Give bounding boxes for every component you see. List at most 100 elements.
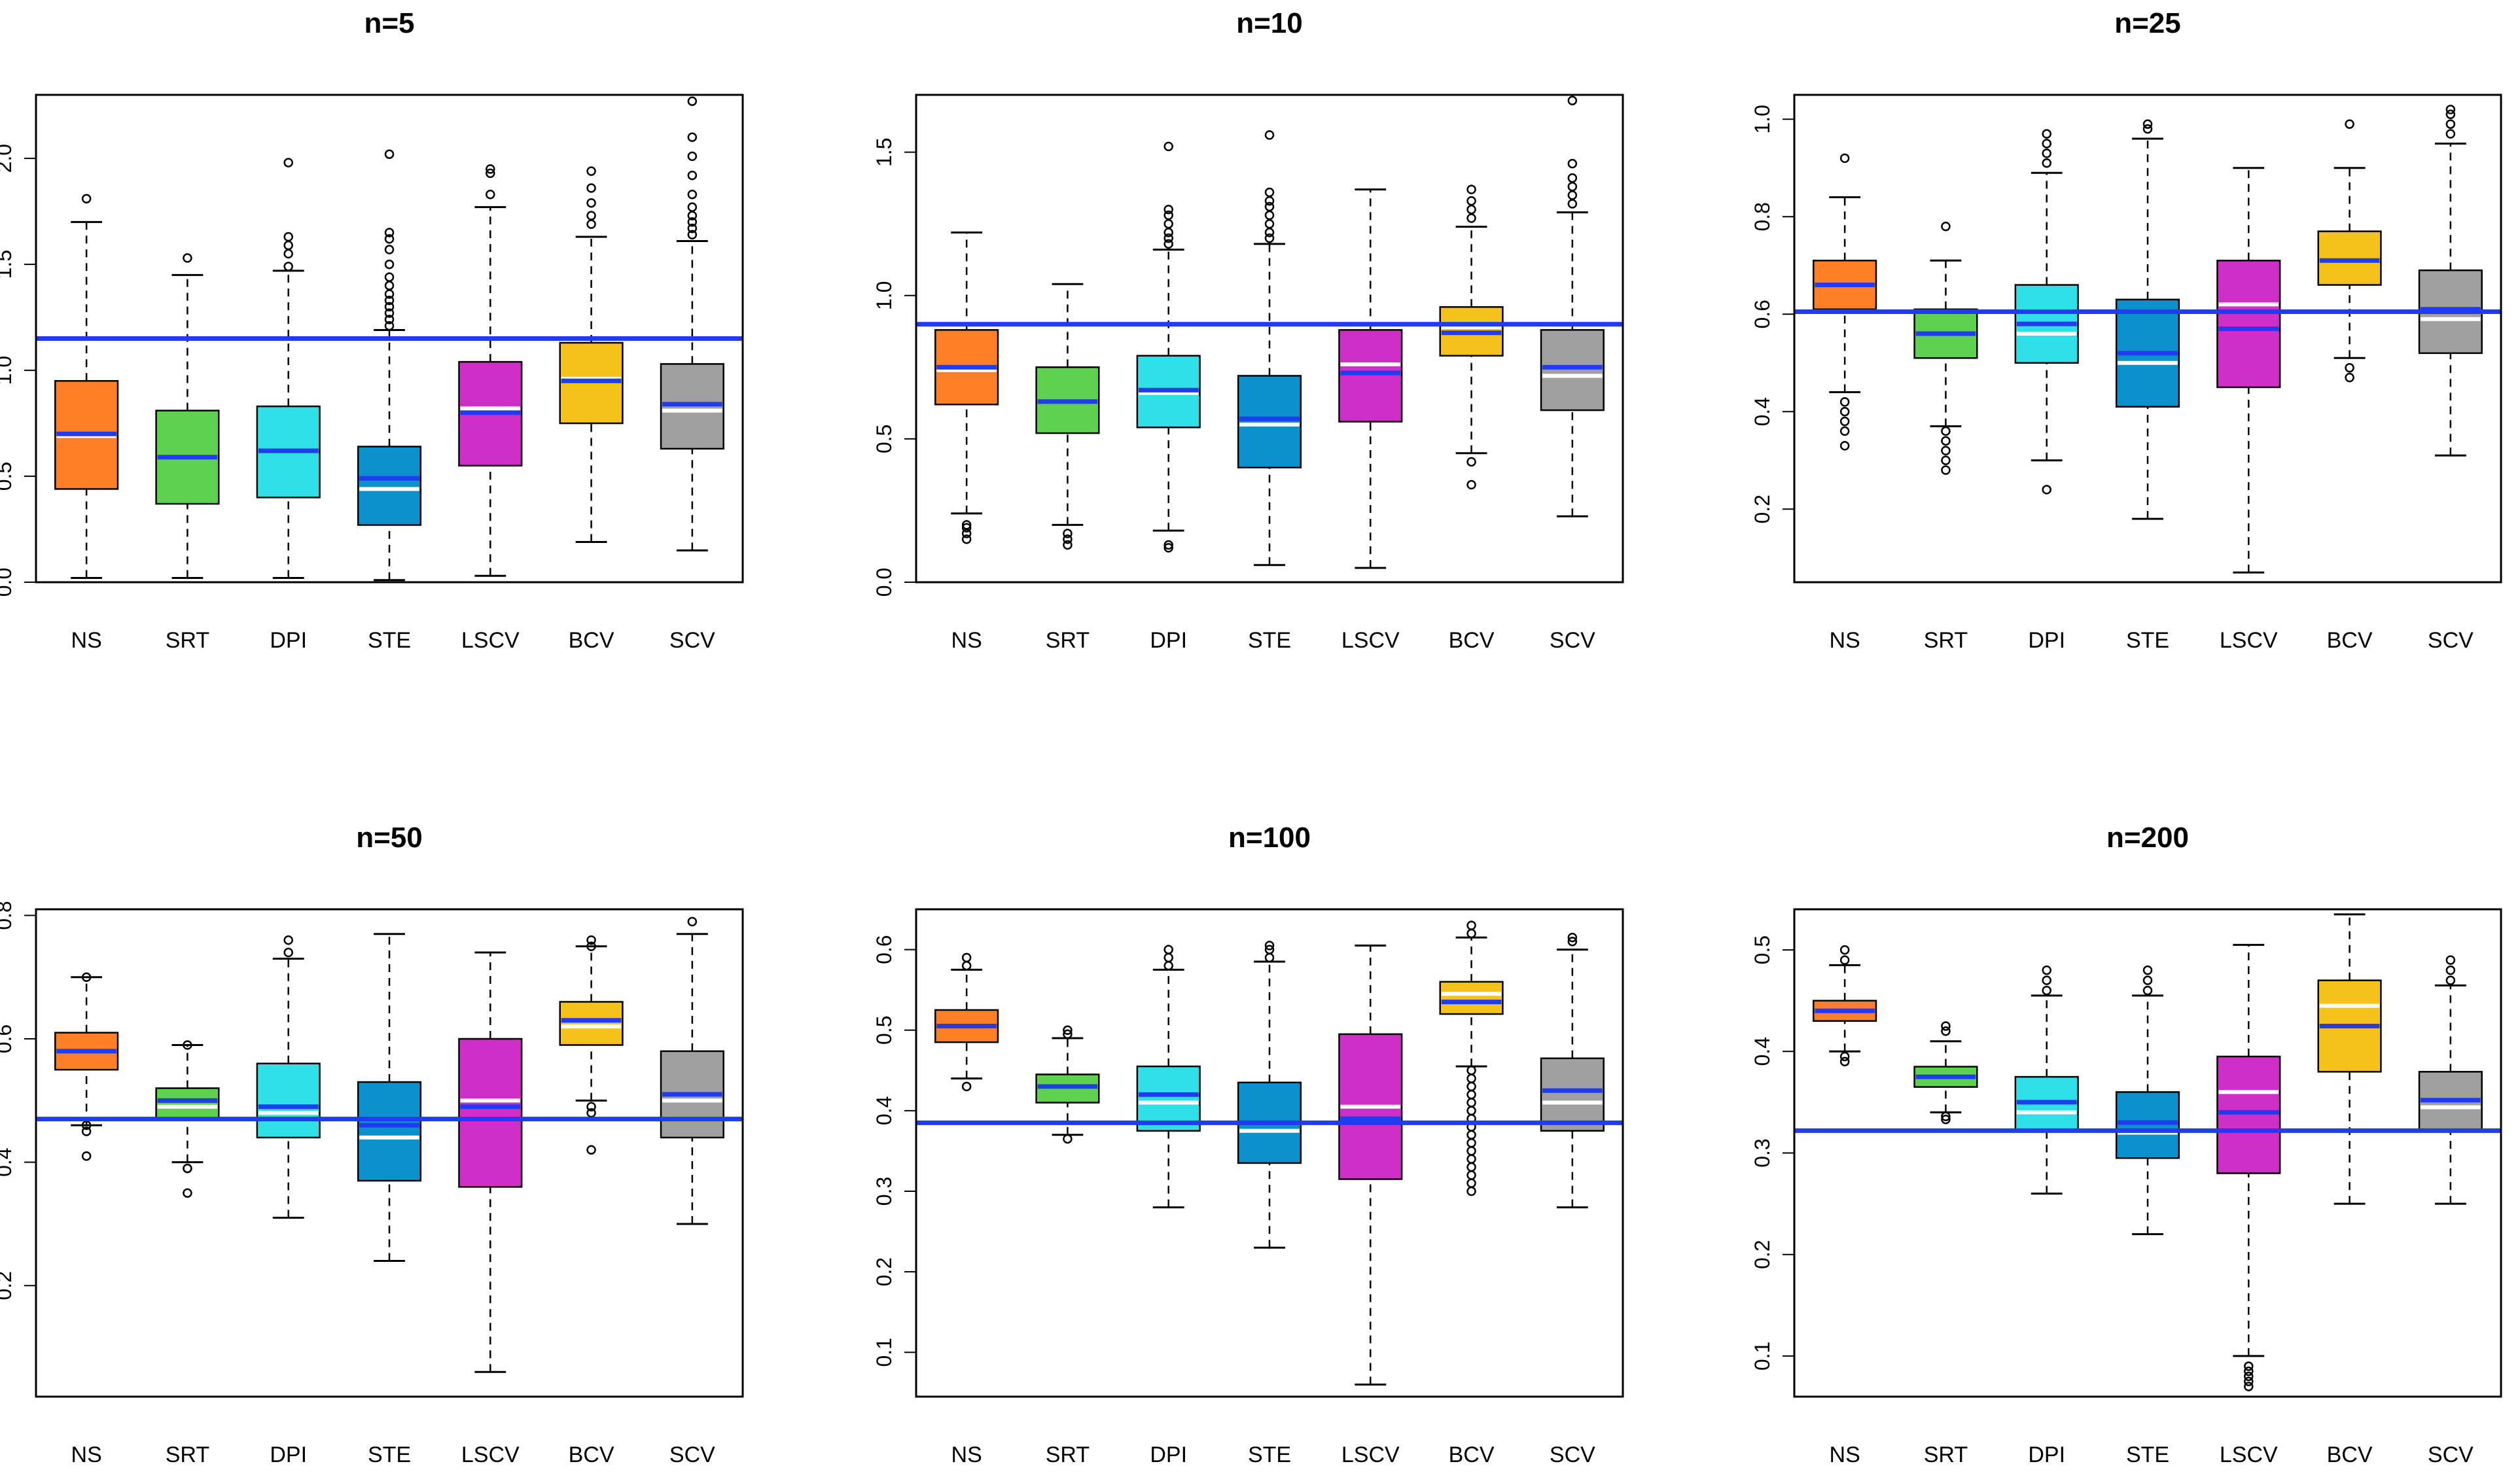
category-label-bcv: BCV — [2327, 1442, 2373, 1467]
iqr-box — [357, 445, 422, 526]
outlier-point — [2244, 1376, 2254, 1386]
category-label-ns: NS — [951, 1442, 982, 1467]
outlier-point — [2345, 372, 2354, 383]
category-label-srt: SRT — [166, 1442, 209, 1467]
category-label-lscv: LSCV — [461, 628, 520, 653]
outlier-point — [384, 228, 395, 237]
category-label-dpi: DPI — [1150, 1442, 1187, 1467]
category-label-bcv: BCV — [2327, 628, 2373, 653]
outlier-point — [586, 183, 596, 193]
y-tick-label: 0.3 — [872, 1177, 896, 1206]
outlier-point — [1941, 455, 1951, 465]
outlier-point — [183, 1163, 192, 1174]
box-dpi — [2014, 965, 2079, 1195]
outlier-point — [1839, 1051, 1850, 1062]
box-srt — [155, 1040, 220, 1198]
y-tick-label: 0.5 — [0, 462, 16, 491]
outlier-point — [1567, 173, 1578, 183]
box-ns — [934, 952, 999, 1092]
outlier-point — [1941, 221, 1951, 232]
outlier-point — [81, 194, 92, 203]
box-scv — [1540, 932, 1605, 1209]
outlier-point — [2445, 129, 2456, 139]
category-label-scv: SCV — [669, 628, 715, 653]
outlier-point — [1941, 1111, 1951, 1121]
outlier-point — [586, 219, 596, 229]
y-tick-label: 2.0 — [0, 144, 16, 173]
outlier-point — [1466, 1106, 1476, 1116]
outlier-point — [384, 259, 395, 270]
outlier-point — [2445, 965, 2456, 975]
box-bcv — [2317, 913, 2382, 1205]
category-label-ns: NS — [1830, 1442, 1860, 1467]
outlier-point — [1063, 529, 1073, 538]
iqr-box — [2216, 260, 2281, 389]
box-srt — [1035, 1025, 1100, 1144]
iqr-box — [458, 1038, 523, 1188]
outlier-point — [687, 202, 698, 212]
outlier-point — [961, 960, 972, 971]
category-label-scv: SCV — [2428, 1442, 2474, 1467]
outlier-point — [1163, 540, 1173, 550]
outlier-point — [2142, 975, 2153, 985]
outlier-point — [1941, 426, 1951, 436]
outlier-point — [1063, 1134, 1073, 1144]
category-label-srt: SRT — [1046, 1442, 1090, 1467]
outlier-point — [961, 520, 972, 530]
category-label-ns: NS — [951, 628, 982, 653]
plot-frame — [1793, 94, 2502, 584]
outlier-point — [1941, 445, 1951, 456]
box-dpi — [256, 158, 321, 580]
category-label-srt: SRT — [1924, 1442, 1968, 1467]
y-tick-label: 0.3 — [1750, 1138, 1774, 1167]
outlier-point — [1466, 1081, 1476, 1092]
y-tick-label: 0.0 — [0, 568, 16, 597]
y-tick-label: 0.6 — [1750, 300, 1774, 328]
outlier-point — [1063, 1029, 1073, 1039]
box-dpi — [256, 935, 321, 1219]
y-tick-label: 0.1 — [1750, 1342, 1774, 1370]
outlier-point — [1264, 130, 1275, 140]
category-label-dpi: DPI — [270, 628, 307, 653]
category-label-ste: STE — [368, 628, 411, 653]
plot-frame — [1793, 908, 2502, 1398]
plot-frame — [915, 94, 1624, 584]
category-label-scv: SCV — [1550, 628, 1595, 653]
outlier-point — [1163, 960, 1173, 971]
y-tick-label: 0.4 — [1750, 1037, 1774, 1066]
outlier-point — [81, 972, 92, 982]
outlier-point — [687, 230, 698, 240]
chart-panel-6: n=200 0.1 0.2 0.3 0.4 0.5 NS SRT DPI STE LSCV BCV SC… — [1750, 822, 2502, 1467]
outlier-point — [1839, 397, 1850, 407]
chart-panel-5: n=100 0.1 0.2 0.3 0.4 0.5 0.6 NS SRT DPI STE LSCV BC… — [872, 822, 1624, 1467]
outlier-point — [1163, 239, 1173, 249]
category-label-srt: SRT — [166, 628, 209, 653]
category-label-lscv: LSCV — [1341, 628, 1400, 653]
outlier-point — [961, 523, 972, 532]
outlier-point — [1567, 932, 1578, 943]
outlier-point — [384, 302, 395, 312]
outlier-point — [1264, 218, 1275, 229]
iqr-box — [1439, 981, 1504, 1015]
outlier-point — [1163, 945, 1173, 954]
chart-title: n=50 — [356, 822, 423, 854]
outlier-point — [1567, 190, 1578, 200]
category-label-lscv: LSCV — [2220, 628, 2278, 653]
box-scv — [660, 916, 724, 1225]
outlier-point — [687, 217, 698, 227]
outlier-point — [283, 249, 293, 259]
category-label-srt: SRT — [1046, 628, 1090, 653]
outlier-point — [586, 198, 596, 208]
outlier-point — [384, 308, 395, 318]
iqr-box — [256, 1062, 321, 1139]
category-label-ste: STE — [1248, 1442, 1291, 1467]
outlier-point — [1567, 96, 1578, 106]
outlier-point — [586, 166, 596, 176]
box-ste — [1237, 130, 1302, 567]
iqr-box — [559, 1001, 624, 1046]
outlier-point — [687, 151, 698, 162]
category-label-scv: SCV — [2428, 628, 2474, 653]
outlier-point — [687, 96, 698, 106]
outlier-point — [2142, 119, 2153, 129]
category-label-ns: NS — [1830, 628, 1860, 653]
